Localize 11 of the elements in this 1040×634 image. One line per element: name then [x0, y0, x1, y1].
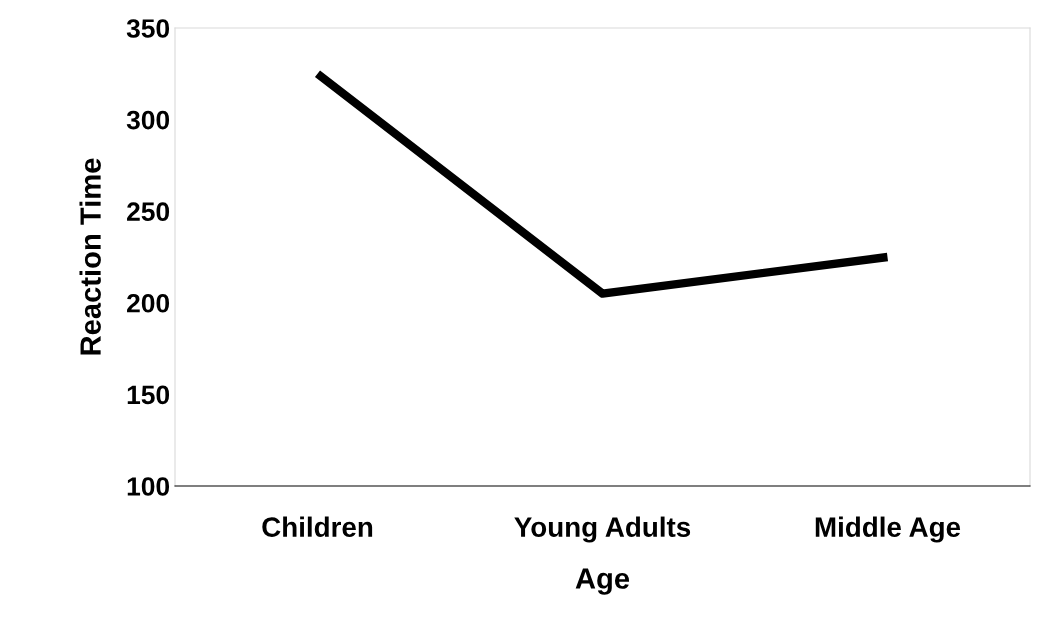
- y-axis-title: Reaction Time: [79, 158, 101, 355]
- y-tick-label: 100: [127, 477, 170, 496]
- x-tick-label: Middle Age: [815, 516, 961, 543]
- y-tick-label: 150: [127, 385, 170, 405]
- x-axis-title: Age: [575, 568, 630, 595]
- x-tick-label: Children: [262, 516, 373, 537]
- x-tick-label: Young Adults: [514, 516, 691, 543]
- y-tick-label: 250: [127, 202, 170, 222]
- y-tick-label: 300: [126, 110, 170, 130]
- y-tick-label: 350: [126, 19, 170, 38]
- y-tick-label: 200: [127, 293, 170, 313]
